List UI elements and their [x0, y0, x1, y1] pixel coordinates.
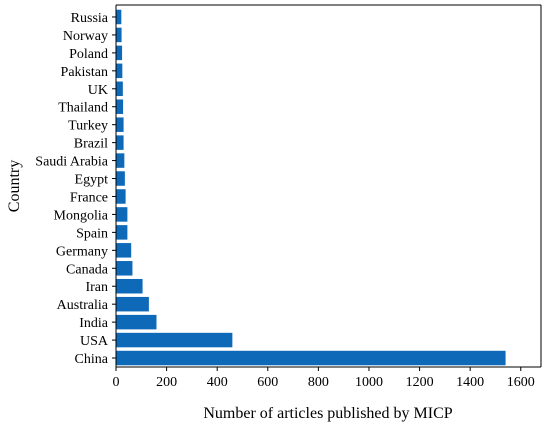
y-tick-label-usa: USA: [80, 334, 109, 349]
x-tick-label: 1200: [406, 375, 434, 390]
x-tick-label: 1000: [355, 375, 383, 390]
bar-usa: [116, 332, 233, 348]
y-tick-label-australia: Australia: [57, 298, 109, 313]
bar-poland: [116, 45, 123, 61]
y-tick-label-poland: Poland: [69, 47, 108, 62]
bar-pakistan: [116, 63, 123, 79]
x-axis-title: Number of articles published by MICP: [203, 405, 452, 422]
y-tick-label-saudi-arabia: Saudi Arabia: [35, 155, 108, 170]
bar-spain: [116, 225, 128, 240]
y-tick-label-egypt: Egypt: [75, 173, 109, 188]
bar-mongolia: [116, 207, 128, 222]
x-tick-label: 200: [156, 375, 177, 390]
y-tick-label-turkey: Turkey: [68, 119, 108, 134]
x-tick-label: 0: [113, 375, 120, 390]
x-tick-label: 1600: [507, 375, 535, 390]
bar-saudi-arabia: [116, 153, 125, 168]
y-tick-label-uk: UK: [88, 83, 108, 98]
bar-brazil: [116, 135, 124, 150]
bars-group: [116, 9, 506, 366]
y-axis-ticks: China USA India Australia Iran Canada Germany S…: [35, 11, 116, 367]
y-tick-label-russia: Russia: [71, 11, 109, 26]
y-tick-label-india: India: [79, 316, 109, 331]
bar-china: [116, 350, 506, 366]
bar-uk: [116, 81, 123, 97]
bar-thailand: [116, 99, 124, 114]
y-tick-label-thailand: Thailand: [58, 101, 108, 116]
y-tick-label-mongolia: Mongolia: [54, 208, 109, 223]
bar-turkey: [116, 117, 124, 132]
y-axis-title: Country: [6, 160, 23, 212]
y-tick-label-germany: Germany: [56, 244, 108, 259]
y-tick-label-canada: Canada: [66, 262, 109, 277]
bar-germany: [116, 243, 132, 258]
y-tick-label-pakistan: Pakistan: [61, 65, 108, 80]
bar-india: [116, 314, 157, 330]
bar-egypt: [116, 171, 125, 186]
y-tick-label-france: France: [70, 190, 108, 205]
y-tick-label-iran: Iran: [85, 280, 108, 295]
bar-russia: [116, 9, 122, 25]
bar-australia: [116, 296, 149, 312]
bar-norway: [116, 27, 122, 43]
y-tick-label-brazil: Brazil: [74, 137, 108, 152]
x-tick-label: 1400: [456, 375, 484, 390]
bar-france: [116, 189, 126, 204]
x-tick-label: 400: [207, 375, 228, 390]
y-tick-label-china: China: [75, 352, 109, 367]
bar-canada: [116, 261, 133, 276]
bar-iran: [116, 278, 143, 294]
y-tick-label-spain: Spain: [76, 226, 108, 241]
x-tick-label: 600: [257, 375, 278, 390]
x-axis-ticks: 0 200 400 600 800 1000 1200 1400 1600: [113, 367, 535, 390]
x-tick-label: 800: [308, 375, 329, 390]
y-tick-label-norway: Norway: [63, 29, 108, 44]
